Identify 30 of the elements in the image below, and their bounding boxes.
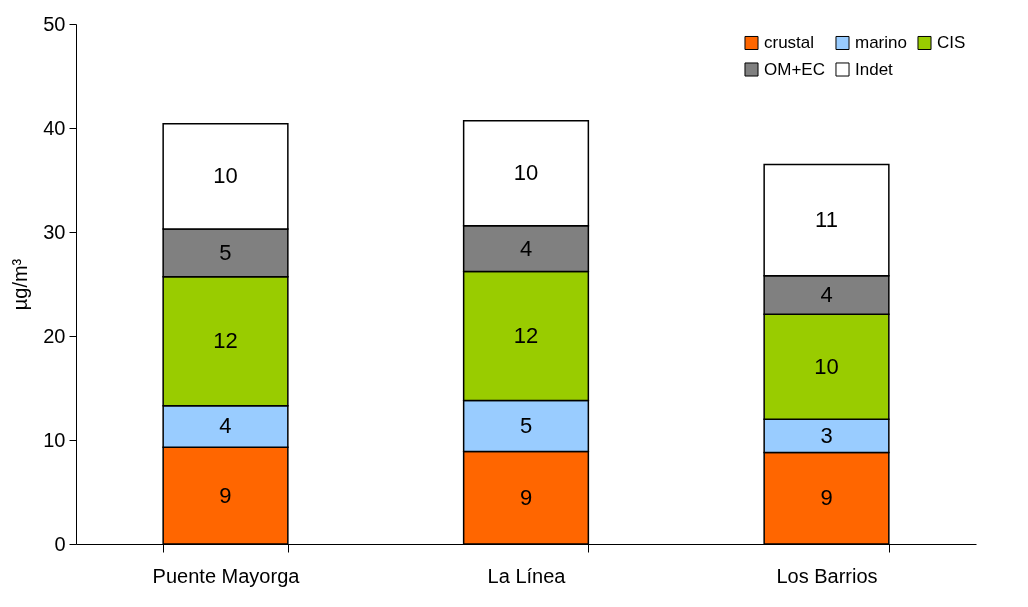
y-tick-label: 0 bbox=[54, 532, 66, 555]
data-label: 9 bbox=[519, 484, 533, 510]
y-tick-label: 30 bbox=[43, 220, 66, 243]
y-tick-label: 40 bbox=[43, 116, 66, 139]
y-tick-label: 50 bbox=[43, 12, 66, 35]
data-label: 3 bbox=[820, 422, 833, 448]
data-label: 4 bbox=[820, 281, 833, 307]
data-label: 9 bbox=[820, 485, 833, 511]
data-label: 10 bbox=[814, 353, 839, 379]
data-label: 10 bbox=[213, 163, 238, 189]
legend-label: Indet bbox=[855, 59, 894, 79]
y-tick-label: 20 bbox=[43, 324, 66, 347]
data-label: 5 bbox=[519, 412, 533, 438]
data-label: 12 bbox=[213, 328, 238, 354]
legend-label: CIS bbox=[937, 32, 966, 52]
data-label: 11 bbox=[815, 207, 838, 233]
x-tick-label: Los Barrios bbox=[776, 564, 878, 587]
data-label: 12 bbox=[513, 323, 539, 348]
data-label: 4 bbox=[219, 413, 232, 439]
legend-label: crustal bbox=[764, 32, 815, 52]
data-label: 9 bbox=[219, 482, 232, 508]
x-tick-label: La Línea bbox=[487, 564, 567, 587]
x-tick-label: Puente Mayorga bbox=[152, 564, 301, 587]
y-tick-label: 10 bbox=[43, 428, 66, 451]
data-label: 10 bbox=[513, 160, 539, 186]
legend-label: OM+EC bbox=[764, 59, 825, 79]
legend-label: marino bbox=[855, 32, 907, 52]
y-axis-title: µg/m³ bbox=[9, 258, 32, 311]
data-label: 5 bbox=[219, 239, 232, 265]
data-label: 4 bbox=[519, 235, 533, 261]
